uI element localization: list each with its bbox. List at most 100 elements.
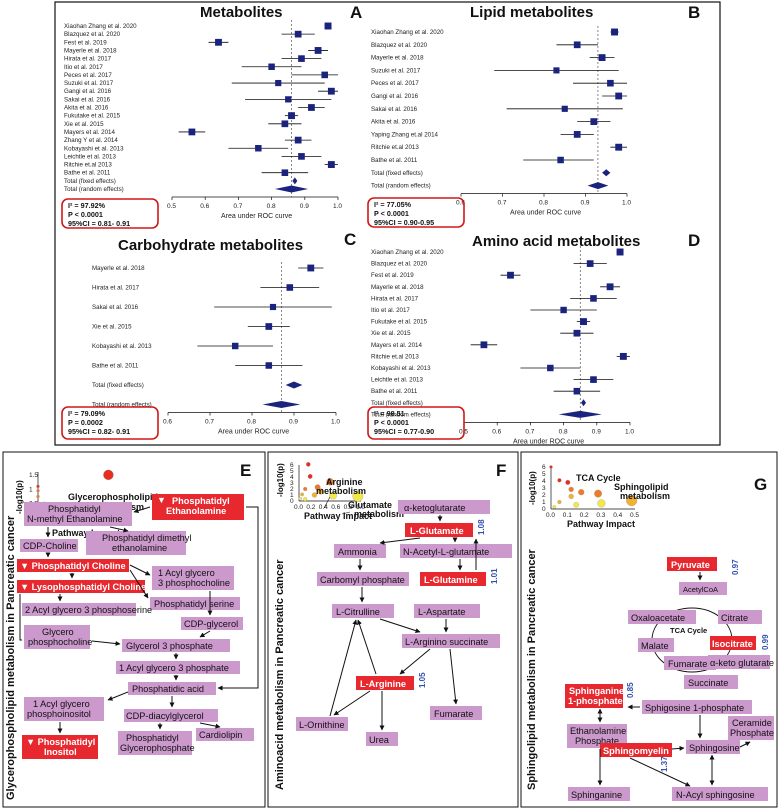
panel-e-letter: E [240, 461, 251, 480]
forest-study-label: Leichtle et al. 2013 [64, 153, 117, 160]
forest-point [616, 248, 624, 256]
down-arrow-icon: ▼ [157, 495, 166, 505]
scatter-ytick: 1.5 [29, 472, 38, 479]
scatter-ytick: 1 [290, 492, 294, 499]
forest-study-label: Sakai et al. 2016 [92, 304, 139, 311]
node-sph [686, 740, 740, 754]
node-ps-label: Phosphatidyl serine [154, 599, 234, 609]
forest-study-label: Itio et al. 2017 [371, 307, 410, 314]
node-cit [332, 604, 394, 618]
forest-point [615, 143, 623, 151]
node-ag3p-label: 1 Acyl glycero 3 phosphate [119, 663, 229, 673]
forest-point [553, 67, 560, 74]
forest-study-label: Suzuki et al. 2017 [371, 67, 421, 74]
forest-study-label: Total (random effects) [92, 402, 152, 409]
scatter-point [103, 469, 114, 481]
scatter-annotation-sphingolipid: Sphingolipid metabolism [614, 482, 670, 501]
forest-stat-ci: 95%CI = 0.77-0.90 [374, 427, 434, 436]
forest-study-label: Blazquez et al. 2020 [64, 31, 121, 38]
scatter-ytick: 2 [542, 492, 546, 499]
forest-point [269, 303, 277, 311]
forest-tick-label: 0.8 [539, 200, 548, 207]
node-amm-label: Ammonia [338, 547, 378, 557]
forest-study-label: Suzuki et al. 2017 [64, 80, 114, 87]
node-arg-label: L-Arginine [360, 679, 406, 689]
node-cer-label: Ceramide PhosphateCeramide Phosphate [730, 718, 774, 738]
scatter-point [317, 488, 324, 495]
node-orn [296, 717, 348, 731]
node-sm-label: Sphingomyelin [603, 746, 669, 756]
node-cp-label: Carbomyl phosphate [320, 575, 405, 585]
forest-plot-b: Lipid metabolites B 0.6 0.7 0.8 0.9 1.0 Area un… [367, 3, 700, 228]
forest-point [298, 153, 305, 160]
forest-point [288, 112, 295, 120]
node-asp-label: L-Aspartate [418, 607, 466, 617]
node-pgp-label: Phosphatidyl GlycerophosphatePhosphatidyl… [120, 733, 195, 753]
node-cdpch-label: CDP-Choline [23, 541, 77, 551]
forest-point [268, 63, 275, 70]
node-sphn [568, 787, 630, 801]
forest-point [580, 318, 587, 326]
forest-study-label: Total (fixed effects) [371, 400, 423, 407]
forest-stat-i2: I² = 79.09% [68, 409, 106, 418]
forest-tick-label: 1.0 [625, 428, 634, 435]
forest-study-label: Ritchie et.al 2013 [371, 353, 419, 360]
forest-study-label: Mayerle et al. 2018 [64, 47, 117, 54]
forest-tick-label: 0.6 [492, 428, 501, 435]
node-nag-label: N-Acetyl-L-glutamate [403, 547, 489, 557]
forest-plot-d: Amino acid metabolites D0.5 0.6 0.7 0.8 0.9 1.… [367, 231, 700, 445]
forest-point [265, 323, 273, 330]
scatter-xtick: 0.4 [613, 512, 622, 519]
panel-g-letter: G [754, 475, 767, 494]
node-cdpgl [181, 617, 243, 630]
forest-tick-label: 0.9 [300, 203, 309, 210]
forest-point [611, 28, 619, 36]
scatter-point [306, 462, 311, 467]
forest-point [507, 271, 514, 279]
forest-title-C: Carbohydrate metabolites [118, 237, 303, 254]
scatter-xlabel: Pathway Impact [304, 511, 372, 521]
fold-pyr: 0.97 [731, 559, 740, 575]
forest-study-label: Gangi et al. 2016 [371, 93, 419, 100]
panel-letter-B: B [688, 3, 700, 22]
scatter-xtick: 0.6 [331, 504, 340, 511]
forest-point [307, 264, 315, 272]
forest-plot-a: Metabolites A 0.5 0.6 0.7 0.8 0.9 1.0 Area under… [61, 3, 362, 229]
forest-study-label: Gangi et al. 2016 [64, 88, 112, 95]
forest-tick-label: 0.6 [163, 419, 172, 426]
forest-point [281, 169, 289, 176]
scatter-point [36, 494, 40, 499]
tca-cycle-label: TCA Cycle [670, 626, 707, 635]
forest-point [573, 329, 581, 337]
forest-pooled-diamond [581, 399, 587, 407]
node-orn-label: L-Ornithine [299, 720, 344, 730]
scatter-xtick: 0.8 [344, 504, 353, 511]
forest-point [285, 96, 292, 103]
forest-point [590, 295, 597, 302]
node-argsuc-label: L-Arginino succinate [405, 637, 488, 647]
forest-point [294, 30, 302, 38]
forest-stat-ci: 95%CI = 0.81- 0.91 [68, 219, 130, 228]
scatter-xtick: 0.1 [563, 512, 572, 519]
forest-xlabel: Area under ROC curve [510, 210, 581, 217]
node-urea [366, 732, 398, 746]
node-nas-label: N-Acyl sphingosine [676, 790, 755, 800]
node-argsuc [402, 634, 500, 648]
node-cer [728, 716, 774, 740]
panel-g-side-title: Sphingolipid metabolism in Pancreatic ca… [526, 548, 538, 790]
node-lpc [17, 580, 145, 593]
forest-study-label: Mayerle et al. 2018 [371, 284, 424, 291]
node-s1p-a [565, 684, 623, 708]
panel-f: F Aminoacid metabolism in Pancreatic can… [274, 461, 512, 790]
scatter-ytick: 3 [542, 485, 546, 492]
forest-stat-i2: I² = 77.05% [374, 200, 412, 209]
node-s1p-a-label: Sphinganine 1-phosphateSphinganine 1-phos… [568, 686, 624, 706]
forest-tick-label: 1.0 [333, 203, 342, 210]
node-lpc-label: ▼ Lysophosphatidyl CholineLysophosphatid… [20, 582, 146, 592]
panel-e-side-title: Glycerophospholipid metabolism in Pancre… [5, 515, 17, 800]
scatter-ytick: 5 [290, 468, 294, 475]
node-gln [420, 572, 486, 586]
forest-study-label: Mayerle et al. 2018 [371, 55, 424, 62]
